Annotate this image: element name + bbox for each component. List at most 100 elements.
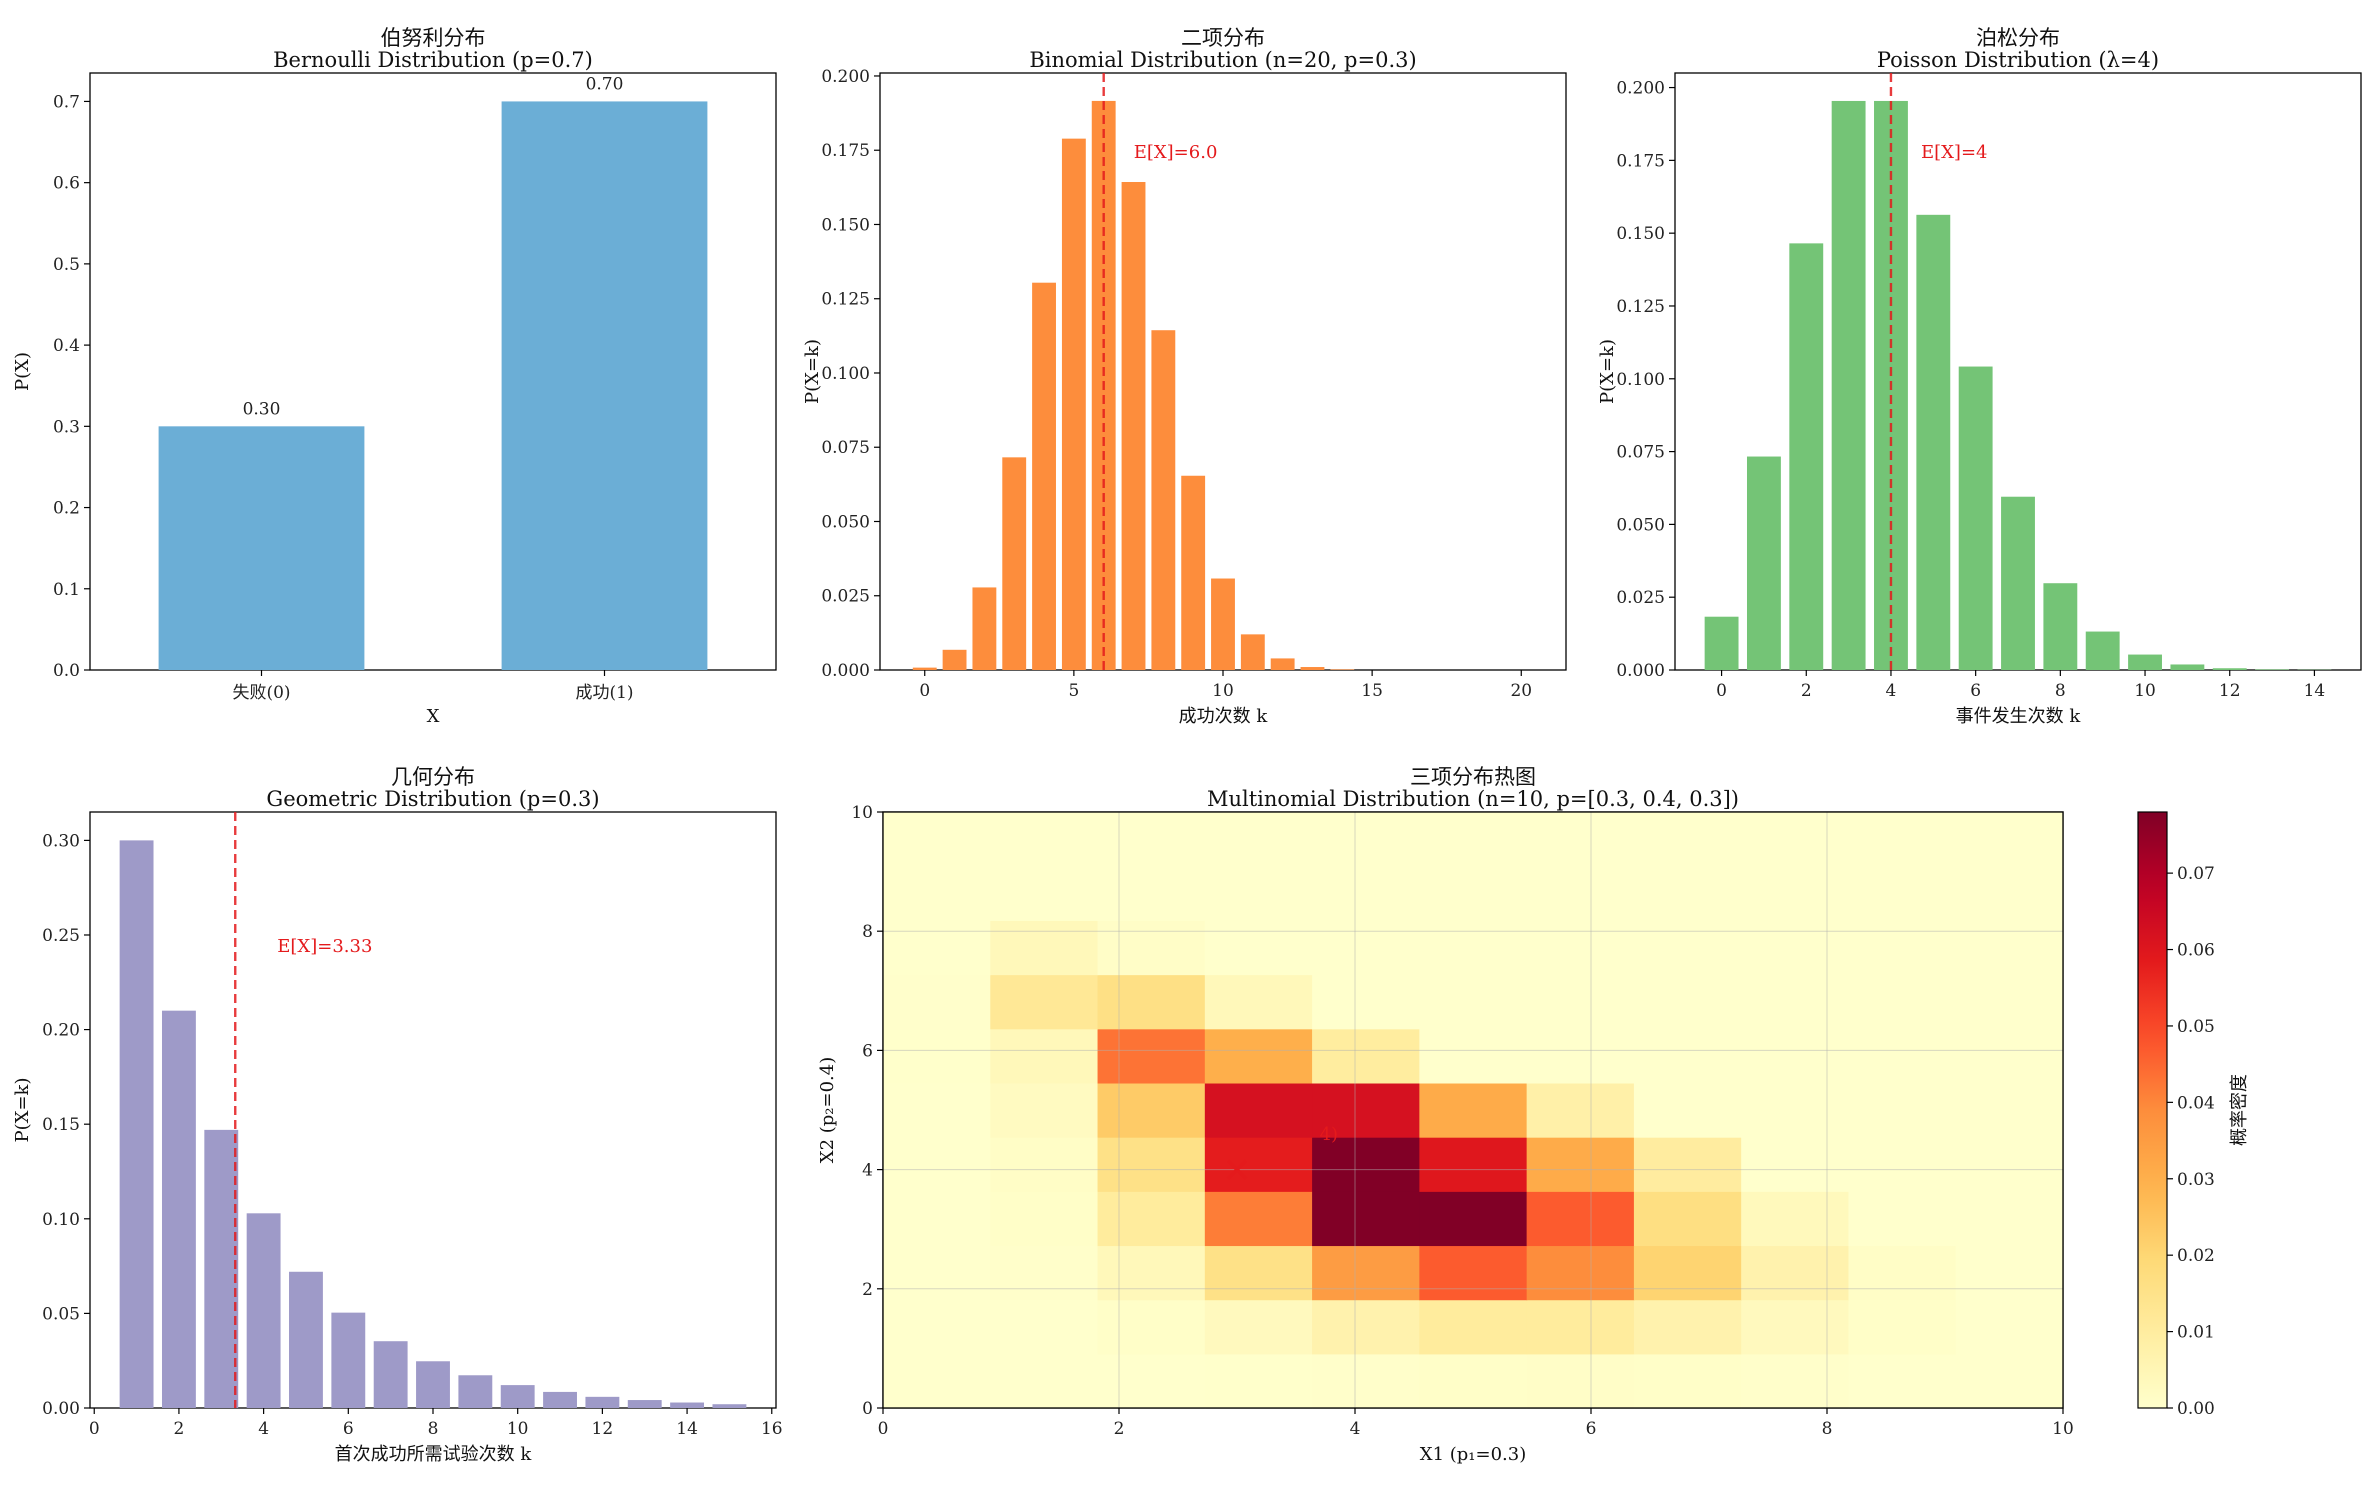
heatmap-cell xyxy=(1633,920,1742,976)
heatmap-cell xyxy=(1633,974,1742,1030)
heatmap-cell xyxy=(883,1245,991,1301)
bar-k0 xyxy=(912,667,937,670)
heatmap-cell xyxy=(990,1353,1099,1409)
x-tick-label: 12 xyxy=(2219,681,2241,701)
heatmap-cell xyxy=(1204,1299,1313,1355)
heatmap-cell xyxy=(1419,812,1528,867)
y-axis-label-0: P(X) xyxy=(12,352,33,391)
heatmap-cell xyxy=(1204,920,1313,976)
heatmap-cell xyxy=(1526,1353,1635,1409)
bar-k10 xyxy=(500,1385,535,1408)
heatmap-cell xyxy=(883,1137,991,1192)
bar-k3 xyxy=(1002,457,1027,670)
bar-k6 xyxy=(331,1312,366,1408)
x-tick-label: 10 xyxy=(2134,681,2156,701)
bar-k0 xyxy=(1704,616,1739,670)
y-tick-label: 0.150 xyxy=(1616,224,1665,244)
heatmap-cell xyxy=(1419,1353,1528,1409)
heatmap-cell xyxy=(883,1353,991,1409)
y-tick-label: 0.2 xyxy=(53,499,80,519)
bar-成功(1) xyxy=(501,101,708,670)
bar-k12 xyxy=(1270,658,1295,670)
heatmap-cell xyxy=(1741,1245,1850,1301)
heatmap-cell xyxy=(883,1299,991,1355)
y-tick-label: 0.075 xyxy=(821,438,870,458)
y-tick-label: 0.100 xyxy=(1616,370,1665,390)
x-tick-label: 2 xyxy=(1114,1419,1125,1439)
heatmap-cell xyxy=(1204,812,1313,867)
x-axis-label-1: 成功次数 k xyxy=(1179,706,1269,727)
bar-k3 xyxy=(204,1129,239,1408)
bar-k5 xyxy=(1916,214,1951,670)
bar-k2 xyxy=(1789,243,1824,671)
colorbar-tick-label: 0.00 xyxy=(2177,1399,2215,1419)
heatmap-cell xyxy=(1955,974,2064,1030)
heatmap-cell xyxy=(1633,1353,1742,1409)
heatmap-cell xyxy=(1955,920,2064,976)
x-axis-label-0: X xyxy=(427,706,440,727)
bar-k13 xyxy=(627,1400,662,1408)
bar-k10 xyxy=(2128,654,2162,670)
heatmap-frame xyxy=(882,811,2064,1409)
heatmap-cell xyxy=(1741,1028,1850,1084)
heatmap-cell xyxy=(1419,1191,1528,1247)
heatmap-cell xyxy=(1741,1191,1850,1247)
heatmap-cell xyxy=(990,974,1099,1030)
bar-k12 xyxy=(585,1396,620,1408)
bar-k8 xyxy=(416,1361,450,1408)
heatmap-cell xyxy=(1741,920,1850,976)
heatmap-cell xyxy=(1848,1028,1957,1084)
colorbar-tick-label: 0.01 xyxy=(2177,1323,2215,1343)
y-tick-label: 0.0 xyxy=(53,661,80,681)
heatmap-cell xyxy=(1097,812,1206,867)
heatmap-cell xyxy=(883,1191,991,1247)
heatmap-cell xyxy=(990,920,1099,976)
y-tick-label: 0 xyxy=(862,1399,873,1419)
heatmap-cell xyxy=(1848,1245,1957,1301)
y-axis-label-2: P(X=k) xyxy=(1597,339,1618,404)
chart-title-cn-3: 几何分布 xyxy=(391,765,475,789)
x-tick-label: 10 xyxy=(1212,681,1234,701)
bar-k1 xyxy=(1746,456,1781,670)
heatmap-cell xyxy=(1741,866,1850,921)
heatmap-cell xyxy=(1848,1082,1957,1138)
bar-k4 xyxy=(246,1213,281,1408)
x-tick-label: 8 xyxy=(428,1419,439,1439)
colorbar-label: 概率密度 xyxy=(2229,1074,2250,1146)
chart-title-0: Bernoulli Distribution (p=0.7) xyxy=(273,48,593,72)
heatmap-cell xyxy=(1955,866,2064,921)
heatmap-cell xyxy=(1848,1191,1957,1247)
heatmap-cell xyxy=(1848,974,1957,1030)
heatmap-cell xyxy=(1741,1137,1850,1192)
x-tick-label: 16 xyxy=(761,1419,783,1439)
heatmap-cell xyxy=(1419,1245,1528,1301)
y-tick-label: 0.10 xyxy=(42,1210,80,1230)
y-tick-label: 0.25 xyxy=(42,926,80,946)
bar-k7 xyxy=(2001,496,2035,670)
bar-k3 xyxy=(1831,100,1866,670)
x-tick-label: 2 xyxy=(1801,681,1812,701)
bar-k10 xyxy=(1211,578,1235,670)
bar-data-label: 0.70 xyxy=(586,74,624,94)
y-tick-label: 0.050 xyxy=(821,512,870,532)
heatmap-cell xyxy=(1848,1353,1957,1409)
heatmap-cell xyxy=(1526,1299,1635,1355)
bar-k4 xyxy=(1032,282,1056,670)
x-tick-label: 0 xyxy=(1716,681,1727,701)
y-tick-label: 0.00 xyxy=(42,1399,80,1419)
bar-k5 xyxy=(289,1271,323,1408)
heatmap-cell xyxy=(1419,1028,1528,1084)
chart-title-cn-1: 二项分布 xyxy=(1181,26,1265,50)
bar-k7 xyxy=(1121,182,1146,671)
heatmap-cell xyxy=(1955,1245,2064,1301)
y-tick-label: 0.175 xyxy=(1616,151,1665,171)
mean-annotation-2: E[X]=4 xyxy=(1921,142,1988,163)
heatmap-cell xyxy=(1204,1082,1313,1138)
axes-frame-0 xyxy=(89,72,777,671)
bar-k1 xyxy=(119,840,154,1408)
heatmap-cell xyxy=(1097,920,1206,976)
y-tick-label: 0.7 xyxy=(53,92,80,112)
heatmap-cell xyxy=(1526,1137,1635,1192)
bar-k12 xyxy=(2212,668,2247,670)
y-tick-label: 0.6 xyxy=(53,174,80,194)
